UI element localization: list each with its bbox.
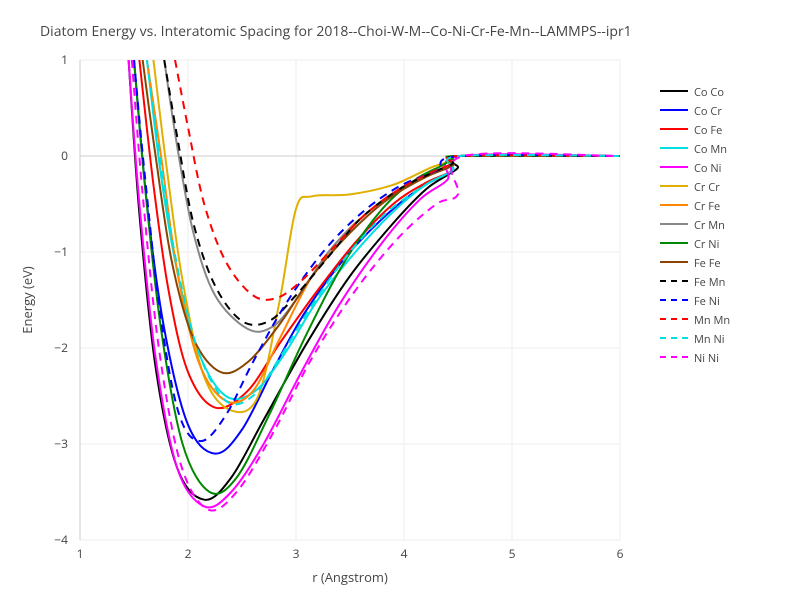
legend-swatch[interactable] xyxy=(660,280,688,282)
x-tick-label: 4 xyxy=(401,545,408,562)
legend-label[interactable]: Co Co xyxy=(694,85,724,100)
y-tick-label: 0 xyxy=(61,147,68,164)
y-axis-label: Energy (eV) xyxy=(18,266,36,334)
legend-label[interactable]: Mn Ni xyxy=(694,332,725,347)
x-tick-label: 1 xyxy=(77,545,84,562)
y-tick-label: −4 xyxy=(54,531,68,548)
legend-label[interactable]: Co Ni xyxy=(694,161,721,176)
series-line[interactable] xyxy=(132,60,620,511)
y-tick-label: 1 xyxy=(61,51,68,68)
legend-swatch[interactable] xyxy=(660,204,688,206)
legend-label[interactable]: Cr Cr xyxy=(694,180,720,195)
legend-swatch[interactable] xyxy=(660,242,688,244)
legend-label[interactable]: Fe Mn xyxy=(694,275,725,290)
legend-label[interactable]: Co Mn xyxy=(694,142,727,157)
legend-swatch[interactable] xyxy=(660,299,688,301)
series-line[interactable] xyxy=(147,60,620,404)
legend-label[interactable]: Fe Ni xyxy=(694,294,720,309)
legend-label[interactable]: Cr Fe xyxy=(694,199,720,214)
legend-swatch[interactable] xyxy=(660,128,688,130)
legend-swatch[interactable] xyxy=(660,261,688,263)
legend-swatch[interactable] xyxy=(660,109,688,111)
legend-swatch[interactable] xyxy=(660,185,688,187)
legend-label[interactable]: Fe Fe xyxy=(694,256,721,271)
x-tick-label: 5 xyxy=(509,545,516,562)
legend-swatch[interactable] xyxy=(660,318,688,320)
y-tick-label: −3 xyxy=(54,435,68,452)
series-line[interactable] xyxy=(147,60,620,403)
legend-swatch[interactable] xyxy=(660,166,688,168)
series-line[interactable] xyxy=(175,60,620,300)
legend-label[interactable]: Mn Mn xyxy=(694,313,730,328)
series-line[interactable] xyxy=(129,60,620,500)
legend-label[interactable]: Co Fe xyxy=(694,123,722,138)
legend-label[interactable]: Ni Ni xyxy=(694,351,719,366)
legend-label[interactable]: Cr Mn xyxy=(694,218,725,233)
legend-label[interactable]: Cr Ni xyxy=(694,237,719,252)
diatom-energy-chart: Diatom Energy vs. Interatomic Spacing fo… xyxy=(0,0,800,600)
x-tick-label: 2 xyxy=(185,545,192,562)
series-line[interactable] xyxy=(139,60,620,408)
legend-swatch[interactable] xyxy=(660,223,688,225)
x-axis-label: r (Angstrom) xyxy=(312,568,388,586)
legend-swatch[interactable] xyxy=(660,356,688,358)
legend-swatch[interactable] xyxy=(660,147,688,149)
series-line[interactable] xyxy=(164,60,620,325)
y-tick-label: −2 xyxy=(54,339,68,356)
legend-label[interactable]: Co Cr xyxy=(694,104,722,119)
legend-swatch[interactable] xyxy=(660,90,688,92)
y-tick-label: −1 xyxy=(54,243,68,260)
x-tick-label: 6 xyxy=(617,545,624,562)
legend-swatch[interactable] xyxy=(660,337,688,339)
x-tick-label: 3 xyxy=(293,545,300,562)
series-line[interactable] xyxy=(134,60,620,454)
